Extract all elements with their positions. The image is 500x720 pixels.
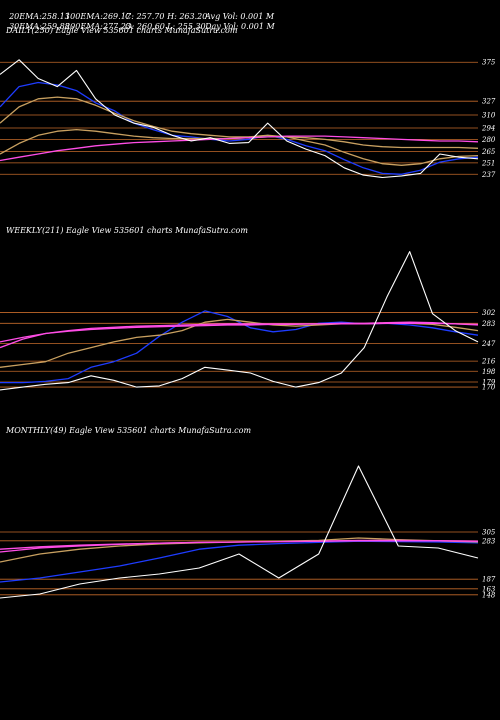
y-tick-label: 216 <box>481 358 496 366</box>
y-tick-label: 247 <box>481 340 496 348</box>
series-line-ema200 <box>0 322 479 343</box>
y-tick-label: 170 <box>482 384 496 392</box>
y-tick-label: 179 <box>482 378 496 386</box>
header-ema30: 30EMA:259.88 <box>4 12 70 32</box>
avgvol-value: 0.001 M <box>240 12 275 21</box>
series-line-ema20 <box>0 310 479 384</box>
header-ema200: 200EMA:277.23 <box>60 12 131 32</box>
ema20-value: 258.13 <box>41 12 70 21</box>
y-tick-label: 283 <box>481 320 496 328</box>
header-low: L: 255.30 <box>162 12 206 32</box>
weekly-panel-title: WEEKLY(211) Eagle View 535601 charts Mun… <box>6 226 248 235</box>
series-line-ema20 <box>0 81 479 175</box>
ema30-label: 30EMA: <box>9 22 42 31</box>
y-tick-label: 187 <box>482 576 496 584</box>
dayvol-label: Day Vol: <box>205 22 239 31</box>
header-ema100: 100EMA:269.17 <box>60 2 131 22</box>
y-tick-label: 163 <box>482 585 496 593</box>
ema30-value: 259.88 <box>41 22 70 31</box>
ema20-label: 20EMA: <box>9 12 42 21</box>
daily-chart: 375 327 310 294 280 265 251 237 <box>0 59 496 179</box>
y-tick-label: 375 <box>482 59 496 67</box>
y-tick-label: 305 <box>482 529 496 537</box>
open-value: 260.60 <box>136 22 165 31</box>
ema100-label: 100EMA: <box>65 12 103 21</box>
ema200-label: 200EMA: <box>65 22 103 31</box>
y-tick-label: 148 <box>482 591 496 599</box>
header-close: C: 257.70 <box>120 2 164 22</box>
y-tick-label: 327 <box>482 98 496 106</box>
y-tick-label: 265 <box>481 148 496 156</box>
y-tick-label: 251 <box>481 159 495 167</box>
series-line-price <box>0 251 479 391</box>
header-avgvol: Avg Vol: 0.001 M <box>200 2 274 22</box>
monthly-panel-title: MONTHLY(49) Eagle View 535601 charts Mun… <box>6 426 252 435</box>
series-line-ema200 <box>0 135 479 162</box>
close-label: C: <box>125 12 134 21</box>
y-tick-label: 283 <box>481 537 496 545</box>
series-line-ema100 <box>0 128 479 155</box>
ema200-value: 277.23 <box>102 22 131 31</box>
dayvol-value: 0.001 M <box>241 22 275 31</box>
header-high: H: 263.20 <box>162 2 207 22</box>
series-line-ema20 <box>0 540 479 583</box>
y-tick-label: 280 <box>481 136 496 144</box>
open-label: O: <box>125 22 135 31</box>
daily-panel-title: DAILY(250) Eagle View 535601 charts Muna… <box>6 26 238 35</box>
header-row-1: 20EMA:258.13 <box>4 2 70 22</box>
header-dayvol: Day Vol: 0.001 M <box>200 12 275 32</box>
ema100-value: 269.17 <box>102 12 131 21</box>
y-tick-label: 198 <box>482 368 496 376</box>
high-value: 263.20 <box>179 12 208 21</box>
series-line-price <box>0 59 479 179</box>
high-label: H: <box>167 12 177 21</box>
header-open: O: 260.60 <box>120 12 165 32</box>
series-line-ema200 <box>0 540 479 550</box>
close-value: 257.70 <box>136 12 165 21</box>
y-tick-label: 237 <box>481 171 496 179</box>
low-label: L: <box>167 22 176 31</box>
series-line-ema50 <box>0 96 479 166</box>
avgvol-label: Avg Vol: <box>205 12 238 21</box>
y-tick-label: 302 <box>482 309 496 317</box>
series-line-price <box>0 465 479 599</box>
y-tick-label: 310 <box>482 112 496 120</box>
y-tick-label: 294 <box>481 124 495 132</box>
low-value: 255.30 <box>177 22 206 31</box>
series-line-ema100 <box>0 321 479 349</box>
